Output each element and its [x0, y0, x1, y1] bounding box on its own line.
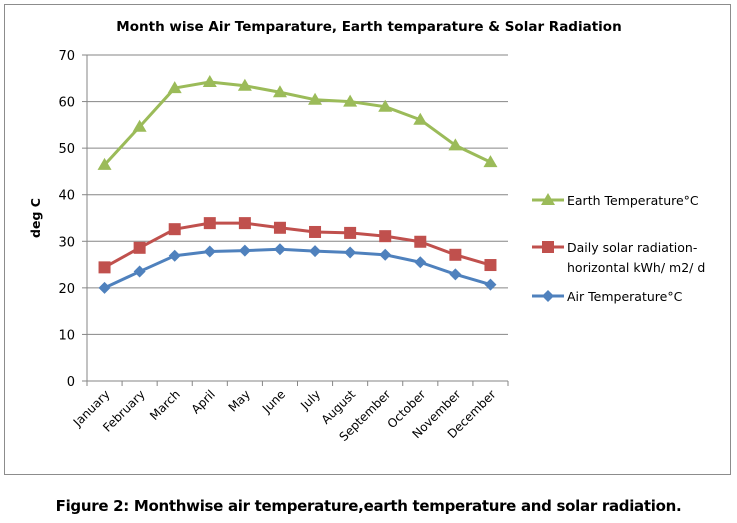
- series-triangle: [97, 75, 498, 170]
- data-point: [413, 112, 428, 125]
- data-point: [202, 75, 217, 88]
- y-tick-label: 60: [58, 96, 75, 111]
- series-line: [103, 80, 492, 166]
- series-line: [103, 247, 491, 290]
- data-point: [379, 248, 392, 261]
- data-point: [449, 248, 462, 261]
- legend-marker: [542, 290, 554, 302]
- data-point: [272, 85, 287, 98]
- legend-item: Earth Temperature°C: [532, 193, 699, 208]
- data-point: [132, 119, 147, 132]
- data-point: [484, 278, 497, 291]
- x-tick-label: July: [297, 387, 323, 413]
- y-axis-label: deg C: [28, 198, 43, 238]
- legend-label: horizontal kWh/ m2/ d: [567, 260, 705, 275]
- legend-marker: [542, 241, 554, 253]
- data-point: [203, 217, 216, 230]
- series-diamond: [98, 243, 497, 294]
- data-point: [484, 259, 497, 272]
- y-tick-label: 40: [58, 189, 75, 204]
- series-square: [98, 217, 497, 274]
- gridlines: [87, 54, 508, 335]
- data-point: [273, 221, 286, 234]
- data-point: [449, 268, 462, 281]
- data-point: [133, 265, 146, 278]
- data-point: [308, 92, 323, 105]
- x-tick-label: June: [259, 387, 288, 416]
- y-tick-label: 0: [67, 375, 75, 390]
- data-point: [167, 81, 182, 94]
- legend-item: Daily solar radiation-horizontal kWh/ m2…: [532, 240, 705, 275]
- series-group: [97, 75, 498, 294]
- y-tick-label: 10: [58, 328, 75, 343]
- data-point: [483, 155, 498, 168]
- figure-caption: Figure 2: Monthwise air temperature,eart…: [55, 497, 682, 515]
- data-point: [97, 157, 112, 170]
- data-point: [414, 235, 427, 248]
- data-point: [309, 245, 322, 258]
- data-point: [168, 223, 181, 236]
- x-tick-label: March: [147, 387, 183, 423]
- y-tick-label: 50: [58, 142, 75, 157]
- data-point: [133, 241, 146, 254]
- y-tick-label: 30: [58, 235, 75, 250]
- data-point: [98, 281, 111, 294]
- data-point: [343, 94, 358, 107]
- data-point: [344, 226, 357, 239]
- chart-frame: [4, 4, 731, 475]
- data-point: [379, 230, 392, 243]
- x-tick-label: May: [226, 387, 253, 414]
- x-tick-label: April: [189, 387, 218, 416]
- line-chart: Month wise Air Temparature, Earth tempar…: [28, 19, 705, 444]
- data-point: [448, 138, 463, 151]
- data-point: [238, 244, 251, 257]
- y-tick-label: 70: [58, 49, 75, 64]
- legend-item: Air Temperature°C: [532, 289, 683, 304]
- data-point: [309, 225, 322, 238]
- data-point: [344, 246, 357, 259]
- data-point: [273, 243, 286, 256]
- data-point: [168, 249, 181, 262]
- data-point: [414, 256, 427, 269]
- data-point: [203, 245, 216, 258]
- data-point: [237, 78, 252, 91]
- data-point: [378, 99, 393, 112]
- data-point: [98, 261, 111, 274]
- y-tick-label: 20: [58, 282, 75, 297]
- data-point: [238, 217, 251, 230]
- legend-label: Earth Temperature°C: [567, 193, 699, 208]
- chart-title: Month wise Air Temparature, Earth tempar…: [116, 19, 621, 35]
- legend-marker: [541, 193, 555, 205]
- legend: Earth Temperature°C Daily solar radiation…: [532, 193, 705, 304]
- legend-label: Daily solar radiation-: [567, 240, 697, 255]
- legend-label: Air Temperature°C: [567, 289, 683, 304]
